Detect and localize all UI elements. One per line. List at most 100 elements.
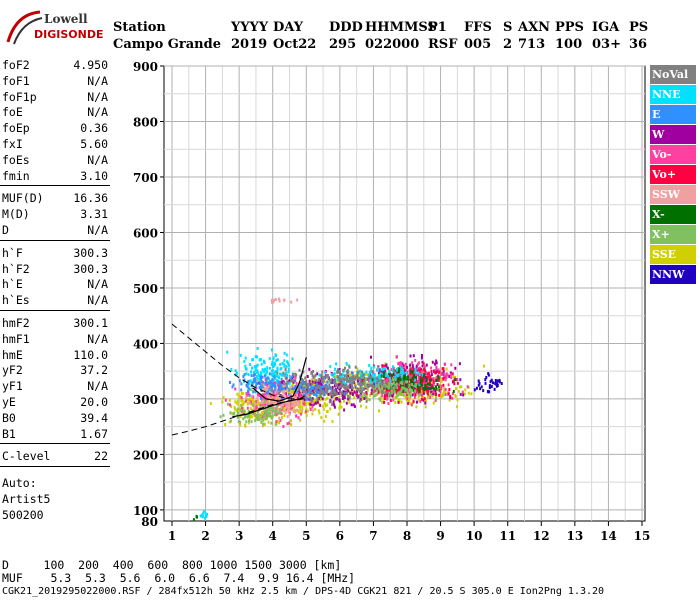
echo-point <box>259 358 262 361</box>
echo-point <box>299 382 302 386</box>
echo-point <box>261 418 264 422</box>
echo-point <box>423 388 426 391</box>
echo-point <box>247 414 250 418</box>
echo-point <box>287 410 290 414</box>
echo-point <box>361 394 363 398</box>
echo-point <box>417 394 420 398</box>
echo-point <box>270 410 273 414</box>
echo-point <box>421 360 424 364</box>
echo-point <box>368 398 371 402</box>
echo-point <box>284 411 287 415</box>
echo-point <box>363 378 366 382</box>
echo-point <box>297 416 300 420</box>
echo-point <box>294 393 297 397</box>
echo-point <box>349 379 352 383</box>
echo-point <box>431 378 434 382</box>
echo-point <box>261 368 264 372</box>
profile-dashed-upper <box>171 323 305 400</box>
echo-point <box>449 394 452 398</box>
param-value: 300.1 <box>73 316 108 330</box>
echo-point <box>420 375 422 379</box>
echo-point <box>309 388 312 392</box>
echo-point <box>432 387 435 391</box>
param-row-hme: hmE 110.0 <box>2 348 108 364</box>
echo-point <box>299 412 302 416</box>
echo-point <box>347 373 350 377</box>
echo-point <box>260 405 263 409</box>
echo-point <box>256 393 259 397</box>
echo-point <box>430 370 433 373</box>
echo-point <box>290 377 292 381</box>
echo-point <box>357 378 360 382</box>
echo-point <box>457 389 460 393</box>
echo-point <box>249 397 252 401</box>
echo-point <box>268 372 271 376</box>
echo-point <box>325 375 328 378</box>
echo-point <box>323 419 326 423</box>
echo-point <box>268 377 271 381</box>
echo-point <box>306 375 309 378</box>
echo-point <box>411 364 414 368</box>
echo-point <box>485 375 488 379</box>
echo-point <box>316 390 319 394</box>
echo-point <box>408 365 411 369</box>
echo-point <box>291 374 294 378</box>
echo-point <box>278 376 280 380</box>
echo-point <box>448 398 451 402</box>
digisonde-logo: Lowell DIGISONDE <box>4 8 104 48</box>
echo-point <box>427 373 430 377</box>
echo-point <box>498 378 501 382</box>
legend-item-vo-: Vo+ <box>650 165 696 185</box>
echo-point <box>370 388 373 392</box>
echo-point <box>374 394 377 398</box>
echo-point <box>450 376 453 380</box>
echo-point <box>412 377 415 380</box>
header-value-iga: 03+ <box>592 37 621 52</box>
echo-point <box>337 386 340 389</box>
echo-point <box>328 400 331 404</box>
echo-point <box>266 387 269 391</box>
echo-point <box>387 402 390 405</box>
echo-point <box>305 380 308 384</box>
echo-point <box>306 382 309 386</box>
echo-point <box>347 375 349 379</box>
param-row-fmin: fmin 3.10 <box>2 169 108 185</box>
echo-point <box>287 391 290 395</box>
echo-point <box>311 380 314 384</box>
echo-point <box>226 350 229 354</box>
echo-point <box>256 379 259 382</box>
echo-point <box>356 373 359 377</box>
echo-point <box>424 399 427 403</box>
echo-point <box>370 375 373 379</box>
echo-point <box>447 383 450 387</box>
echo-point <box>229 380 231 384</box>
echo-point <box>397 373 399 377</box>
echo-point <box>338 396 341 400</box>
header-value-p1: RSF <box>428 37 458 52</box>
echo-point <box>338 377 341 381</box>
echo-point <box>326 410 329 413</box>
echo-point <box>405 380 408 384</box>
echo-point <box>275 404 278 408</box>
echo-point <box>424 387 427 391</box>
echo-point <box>345 401 348 405</box>
echo-point <box>359 390 362 394</box>
echo-point <box>366 398 368 401</box>
echo-point <box>477 379 480 383</box>
header-label-yyyy: YYYY <box>231 20 269 35</box>
echo-point <box>396 392 399 396</box>
echo-point <box>253 406 256 410</box>
echo-point <box>273 371 276 375</box>
echo-point <box>426 387 429 390</box>
echo-point <box>408 392 411 396</box>
echo-point <box>354 365 357 369</box>
echo-point <box>383 380 386 384</box>
echo-point <box>258 394 261 398</box>
echo-point <box>250 388 253 392</box>
echo-point <box>330 381 333 385</box>
echo-point <box>310 402 313 406</box>
echo-point <box>273 390 276 394</box>
echo-point <box>355 373 357 377</box>
echo-point <box>260 377 263 381</box>
echo-point <box>288 378 291 382</box>
